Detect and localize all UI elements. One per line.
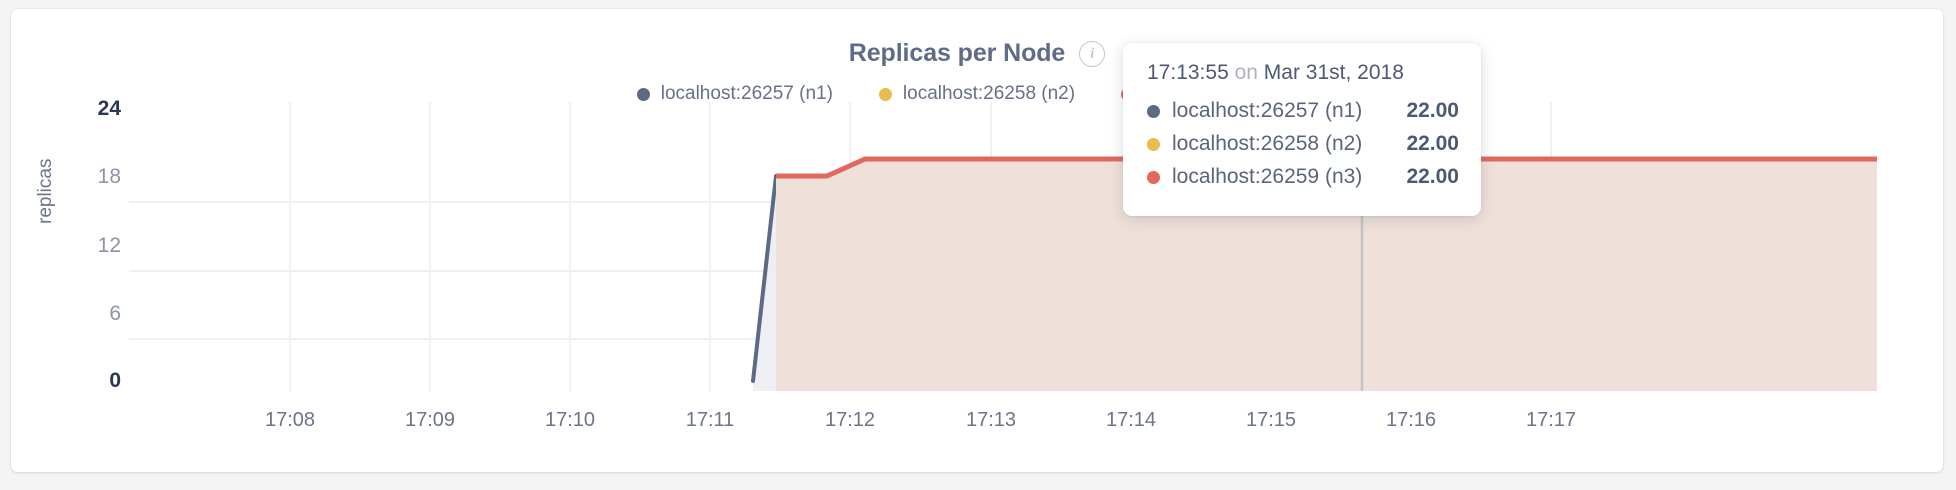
info-icon[interactable]: i <box>1079 40 1106 67</box>
tooltip-value-n1: 22.00 <box>1406 99 1459 122</box>
chart-plot-area[interactable] <box>11 9 1943 472</box>
y-tick-18: 18 <box>97 165 121 188</box>
x-tick-1717: 17:17 <box>1525 409 1577 431</box>
tooltip-dot-n1 <box>1147 104 1160 118</box>
tooltip-date: Mar 31st, 2018 <box>1263 61 1404 84</box>
legend-label-n1: localhost:26257 (n1) <box>660 83 833 104</box>
legend-dot-n2 <box>878 87 892 101</box>
chart-legend: localhost:26257 (n1) localhost:26258 (n2… <box>11 83 1943 105</box>
x-tick-1716: 17:16 <box>1385 409 1437 431</box>
series-area-n3 <box>776 159 1877 391</box>
x-tick-1708: 17:08 <box>264 409 316 431</box>
tooltip-value-n3: 22.00 <box>1406 165 1459 188</box>
tooltip-row-n1: localhost:26257 (n1) 22.00 <box>1147 99 1459 123</box>
x-tick-1710: 17:10 <box>544 409 596 431</box>
legend-item-n1[interactable]: localhost:26257 (n1) <box>636 83 833 105</box>
x-tick-1713: 17:13 <box>965 409 1017 431</box>
tooltip-dot-n3 <box>1147 170 1160 184</box>
tooltip-separator: on <box>1234 61 1258 84</box>
chart-tooltip: 17:13:55 on Mar 31st, 2018 localhost:262… <box>1123 43 1481 216</box>
tooltip-row-n2: localhost:26258 (n2) 22.00 <box>1147 132 1459 156</box>
tooltip-dot-n2 <box>1147 137 1160 151</box>
y-tick-6: 6 <box>109 302 121 325</box>
x-tick-1712: 17:12 <box>824 409 876 431</box>
x-tick-1709: 17:09 <box>404 409 456 431</box>
x-tick-1711: 17:11 <box>685 409 735 431</box>
replicas-per-node-card: replicas 24 18 12 6 0 17:08 17:09 17:10 … <box>11 9 1943 472</box>
tooltip-value-n2: 22.00 <box>1406 132 1459 155</box>
y-tick-0: 0 <box>109 369 121 392</box>
legend-label-n2: localhost:26258 (n2) <box>902 83 1076 104</box>
tooltip-header: 17:13:55 on Mar 31st, 2018 <box>1147 61 1459 85</box>
legend-item-n2[interactable]: localhost:26258 (n2) <box>878 83 1076 105</box>
y-tick-12: 12 <box>97 234 121 257</box>
x-tick-1715: 17:15 <box>1245 409 1297 431</box>
y-tick-24: 24 <box>97 97 121 120</box>
tooltip-label-n3: localhost:26259 (n3) <box>1172 165 1363 188</box>
tooltip-row-n3: localhost:26259 (n3) 22.00 <box>1147 165 1459 189</box>
legend-dot-n1 <box>636 87 650 101</box>
chart-svg <box>129 102 1877 391</box>
tooltip-label-n1: localhost:26257 (n1) <box>1172 99 1363 122</box>
tooltip-time: 17:13:55 <box>1147 61 1229 84</box>
y-axis-label: replicas <box>35 158 56 224</box>
x-tick-1714: 17:14 <box>1105 409 1157 431</box>
tooltip-label-n2: localhost:26258 (n2) <box>1172 132 1363 155</box>
